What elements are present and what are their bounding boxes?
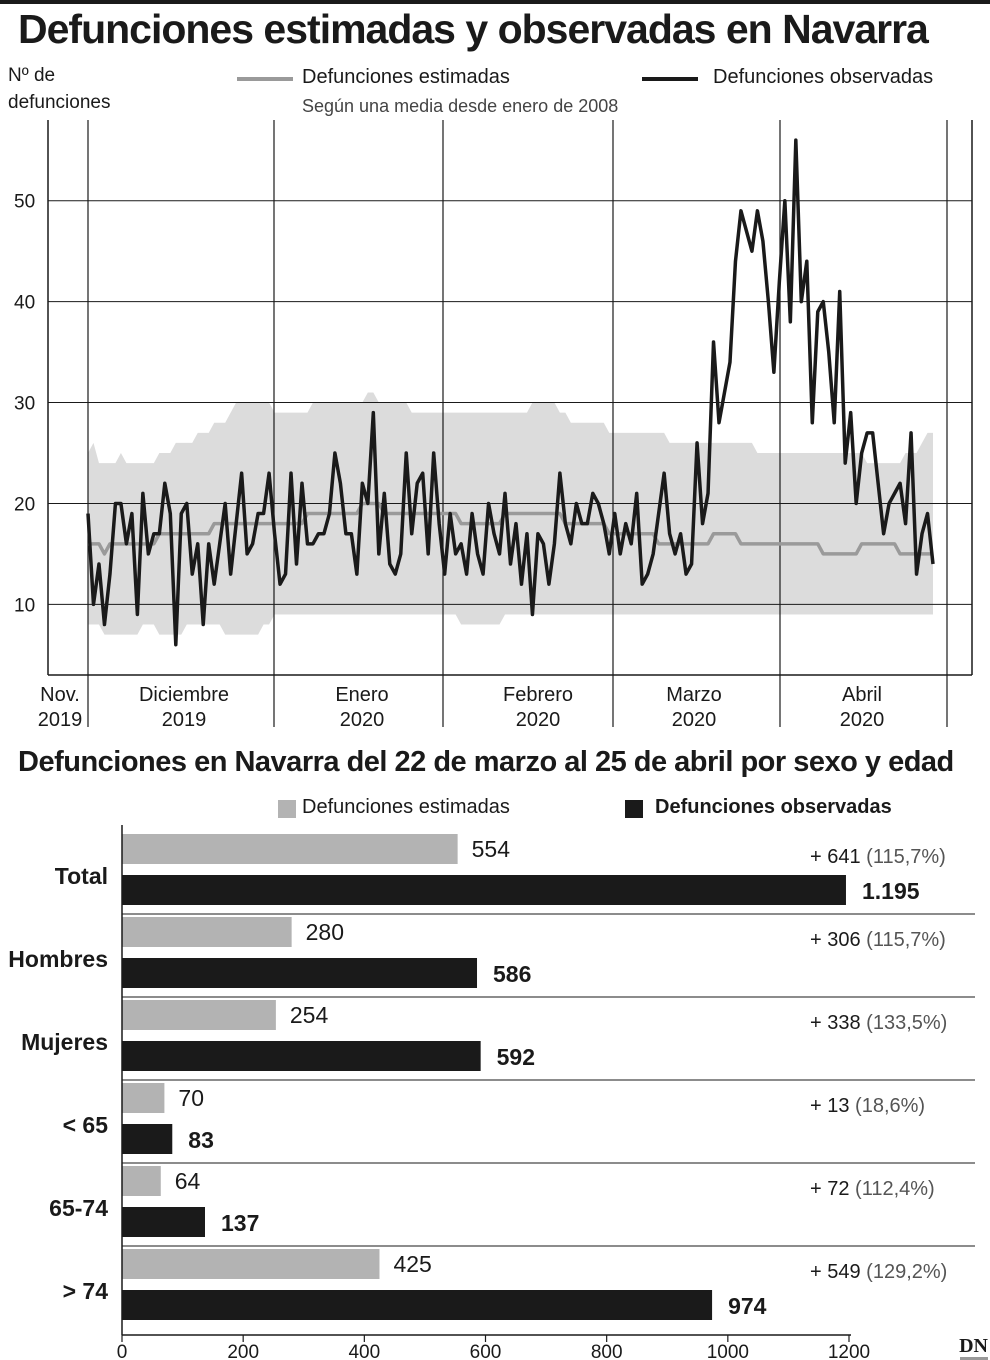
y-axis-label-line2: defunciones bbox=[8, 92, 111, 113]
series-line-estimated bbox=[88, 501, 933, 556]
category-label: Total bbox=[55, 863, 108, 889]
legend-observed-label: Defunciones observadas bbox=[713, 66, 934, 88]
y-axis-label: Nº de defunciones bbox=[8, 62, 110, 116]
bar-estimated bbox=[122, 1083, 165, 1113]
bar-x-tick-label: 200 bbox=[227, 1342, 259, 1360]
difference-pct: (133,5%) bbox=[866, 1012, 947, 1034]
bar-value-observed: 592 bbox=[497, 1044, 535, 1070]
chart-axis-labels: 10 20 30 40 50 Nov. 2019 Diciembre 2019 Enero 2020… bbox=[14, 192, 884, 731]
y-tick-label: 10 bbox=[14, 595, 35, 616]
bar-legend-estimated-label: Defunciones estimadas bbox=[302, 796, 510, 818]
bar-estimated bbox=[122, 1249, 380, 1279]
x-year-label: 2019 bbox=[38, 709, 83, 731]
bar-observed bbox=[122, 875, 846, 905]
y-axis-label-line1: Nº de bbox=[8, 65, 56, 86]
y-tick-label: 40 bbox=[14, 293, 35, 314]
bar-observed bbox=[122, 958, 478, 988]
bar-chart-title: Defunciones en Navarra del 22 de marzo a… bbox=[18, 746, 954, 778]
series-line-observed bbox=[86, 138, 935, 647]
bar-chart-bars: 554 1.195 Total + 641 (115,7%) 280 586 Hombres… bbox=[8, 834, 975, 1320]
bar-observed bbox=[122, 1124, 173, 1154]
x-month-label: Diciembre bbox=[139, 684, 229, 706]
difference-pct: (112,4%) bbox=[855, 1178, 935, 1200]
x-month-label: Marzo bbox=[666, 684, 722, 706]
category-label: Hombres bbox=[8, 946, 108, 972]
bar-estimated bbox=[122, 917, 292, 947]
category-label: > 74 bbox=[63, 1278, 109, 1304]
chart-grid bbox=[47, 120, 973, 727]
legend-estimated-swatch bbox=[237, 77, 293, 81]
x-month-label: Febrero bbox=[503, 684, 573, 706]
difference-label: + 13 (18,6%) bbox=[810, 1095, 925, 1117]
chart-series bbox=[86, 138, 935, 647]
x-year-label: 2020 bbox=[340, 709, 385, 731]
bar-value-observed: 586 bbox=[493, 961, 531, 987]
category-label: Mujeres bbox=[21, 1029, 108, 1055]
bar-value-observed: 1.195 bbox=[862, 878, 920, 904]
bar-observed bbox=[122, 1290, 713, 1320]
bar-observed bbox=[122, 1041, 481, 1071]
bar-estimated bbox=[122, 834, 458, 864]
bar-x-tick-label: 800 bbox=[591, 1342, 623, 1360]
x-year-label: 2020 bbox=[840, 709, 885, 731]
bar-x-tick-label: 0 bbox=[117, 1342, 128, 1360]
difference-label: + 549 (129,2%) bbox=[810, 1261, 947, 1283]
bar-x-tick-label: 1200 bbox=[828, 1342, 870, 1360]
bar-value-observed: 137 bbox=[221, 1210, 259, 1236]
difference-abs: + 13 bbox=[810, 1095, 855, 1117]
x-month-label: Abril bbox=[842, 684, 882, 706]
y-tick-label: 20 bbox=[14, 494, 35, 515]
legend-estimated-label: Defunciones estimadas bbox=[302, 66, 510, 88]
difference-pct: (129,2%) bbox=[866, 1261, 947, 1283]
bar-chart: 554 1.195 Total + 641 (115,7%) 280 586 Hombres… bbox=[8, 825, 975, 1360]
bar-value-estimated: 425 bbox=[393, 1251, 431, 1277]
difference-pct: (115,7%) bbox=[866, 929, 946, 951]
bar-value-estimated: 280 bbox=[306, 919, 344, 945]
difference-label: + 641 (115,7%) bbox=[810, 846, 946, 868]
bar-value-estimated: 554 bbox=[472, 836, 511, 862]
bar-value-observed: 83 bbox=[188, 1127, 214, 1153]
x-year-label: 2020 bbox=[672, 709, 717, 731]
top-rule bbox=[0, 0, 990, 4]
legend-observed-swatch bbox=[642, 77, 698, 81]
bar-x-tick-label: 400 bbox=[348, 1342, 380, 1360]
bar-value-estimated: 254 bbox=[290, 1002, 329, 1028]
difference-abs: + 306 bbox=[810, 929, 866, 951]
legend-estimated-sublabel: Según una media desde enero de 2008 bbox=[302, 96, 619, 116]
x-month-label: Nov. bbox=[40, 684, 80, 706]
bar-estimated bbox=[122, 1000, 276, 1030]
y-tick-label: 50 bbox=[14, 192, 35, 213]
difference-label: + 338 (133,5%) bbox=[810, 1012, 947, 1034]
line-chart: 10 20 30 40 50 Nov. 2019 Diciembre 2019 Enero 2020… bbox=[14, 120, 973, 731]
x-month-label: Enero bbox=[335, 684, 388, 706]
bar-value-estimated: 70 bbox=[178, 1085, 204, 1111]
x-year-label: 2019 bbox=[162, 709, 207, 731]
bar-legend-observed-label: Defunciones observadas bbox=[655, 796, 892, 818]
category-label: < 65 bbox=[63, 1112, 109, 1138]
publisher-logo: DN bbox=[959, 1335, 988, 1357]
difference-abs: + 72 bbox=[810, 1178, 855, 1200]
difference-pct: (18,6%) bbox=[855, 1095, 925, 1117]
difference-abs: + 338 bbox=[810, 1012, 866, 1034]
bar-value-observed: 974 bbox=[728, 1293, 767, 1319]
logo-underline bbox=[960, 1357, 988, 1360]
bar-x-tick-label: 1000 bbox=[707, 1342, 749, 1360]
bar-legend-estimated-swatch bbox=[278, 800, 296, 818]
bar-legend-observed-swatch bbox=[625, 800, 643, 818]
difference-abs: + 549 bbox=[810, 1261, 866, 1283]
difference-label: + 72 (112,4%) bbox=[810, 1178, 935, 1200]
chart-title: Defunciones estimadas y observadas en Na… bbox=[18, 6, 929, 52]
y-tick-label: 30 bbox=[14, 394, 35, 415]
difference-label: + 306 (115,7%) bbox=[810, 929, 946, 951]
bar-value-estimated: 64 bbox=[175, 1168, 201, 1194]
bar-x-tick-label: 600 bbox=[470, 1342, 502, 1360]
bar-observed bbox=[122, 1207, 205, 1237]
category-label: 65-74 bbox=[49, 1195, 108, 1221]
x-year-label: 2020 bbox=[516, 709, 561, 731]
difference-abs: + 641 bbox=[810, 846, 866, 868]
bar-chart-axis: 0 200 400 600 800 1000 1200 bbox=[117, 825, 870, 1360]
bar-estimated bbox=[122, 1166, 161, 1196]
difference-pct: (115,7%) bbox=[866, 846, 946, 868]
